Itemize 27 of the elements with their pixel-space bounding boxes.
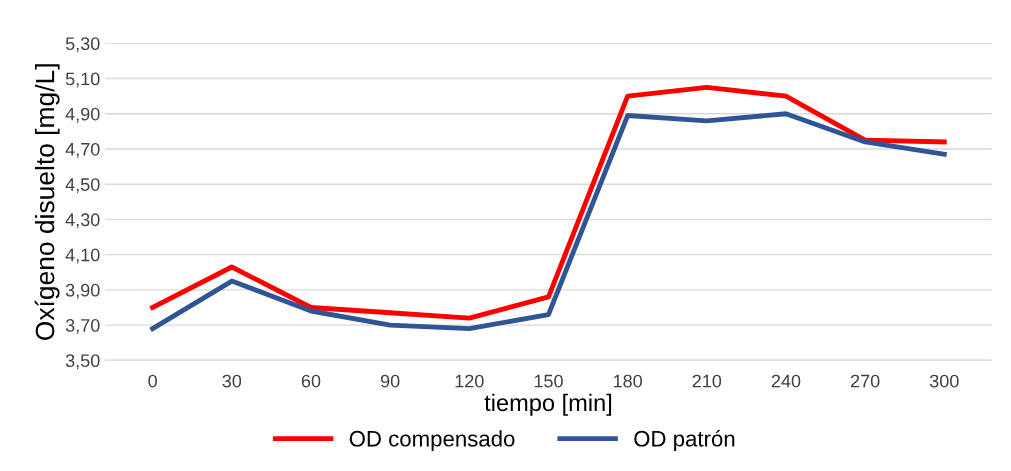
y-tick-label: 4,10 [65,248,100,264]
x-tick-label: 30 [222,374,242,388]
y-tick-label: 4,70 [65,142,100,158]
x-tick-label: 180 [613,374,642,388]
x-tick-label: 210 [692,374,722,388]
line-series [150,111,947,332]
y-tick-label: 4,90 [65,107,100,123]
y-tick-label: 3,50 [65,354,100,370]
y-tick-label: 3,90 [65,283,100,299]
legend-label: OD patrón [634,430,735,451]
legend-label: OD compensado [349,430,515,451]
y-axis-title: Oxígeno disuelto [mg/L] [34,64,60,340]
x-tick-label: 90 [380,374,400,388]
x-tick-label: 0 [148,374,157,388]
x-tick-label: 240 [771,374,801,388]
y-tick-label: 5,30 [65,37,100,53]
x-tick-label: 270 [850,374,880,388]
y-tick-label: 3,70 [65,319,100,334]
line-series [150,84,947,321]
x-tick-label: 60 [301,374,321,388]
y-tick-label: 4,50 [65,178,100,194]
x-tick-label: 150 [534,374,563,388]
x-tick-label: 120 [455,374,484,388]
x-tick-label: 300 [929,374,959,388]
y-tick-label: 4,30 [65,213,100,229]
x-axis-title: tiempo [min] [484,393,612,416]
y-tick-label: 5,10 [65,72,100,88]
